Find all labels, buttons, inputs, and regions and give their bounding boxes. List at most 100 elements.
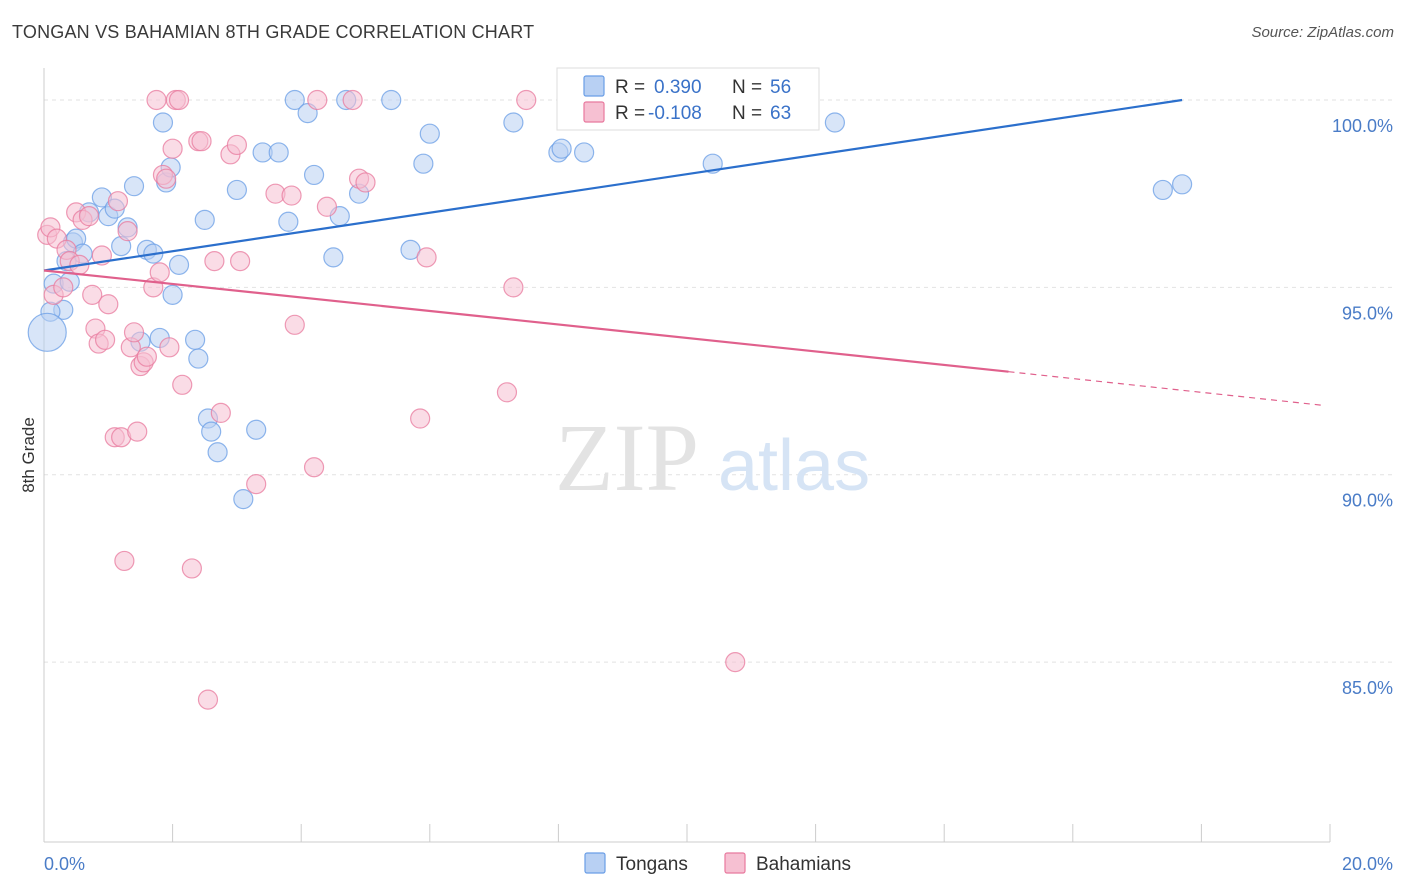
point-bahamians-62 — [725, 652, 746, 673]
legend-r-label-bahamians: R = — [615, 103, 645, 124]
point-bahamians-54 — [342, 89, 363, 111]
point-bahamians-4 — [53, 277, 74, 298]
point-tongans-19 — [152, 112, 174, 133]
point-bahamians-47 — [246, 474, 267, 495]
data-points — [27, 89, 1193, 710]
point-tongans-25 — [188, 348, 209, 369]
point-tongans-55 — [27, 312, 67, 352]
point-bahamians-56 — [355, 172, 376, 193]
point-tongans-47 — [503, 112, 524, 133]
point-bahamians-58 — [416, 247, 437, 268]
point-bahamians-42 — [204, 251, 225, 272]
correlation-legend: R = 0.390 N = 56 R = -0.108 N = 63 — [556, 67, 820, 131]
point-tongans-34 — [268, 142, 289, 163]
bottom-legend-bahamians: Bahamians — [756, 854, 851, 875]
point-bahamians-57 — [410, 408, 431, 429]
point-tongans-22 — [162, 284, 183, 305]
point-tongans-23 — [168, 254, 190, 275]
point-bahamians-52 — [303, 457, 325, 478]
point-tongans-46 — [419, 123, 440, 144]
y-tick-labels: 85.0% 90.0% 95.0% 100.0% — [1332, 116, 1393, 698]
legend-n-bahamians: 63 — [770, 103, 791, 124]
trend-tongans — [43, 98, 1183, 272]
point-tongans-14 — [123, 176, 145, 197]
bottom-legend-swatch-tongans — [584, 852, 606, 874]
legend-r-label-tongans: R = — [615, 77, 645, 98]
point-tongans-51 — [702, 153, 723, 174]
point-bahamians-24 — [127, 421, 148, 442]
point-bahamians-41 — [197, 689, 219, 710]
y-tick-2: 95.0% — [1342, 303, 1393, 323]
point-bahamians-37 — [172, 374, 193, 395]
point-bahamians-43 — [210, 402, 231, 424]
point-bahamians-11 — [82, 284, 103, 305]
point-tongans-35 — [278, 211, 299, 232]
point-tongans-50 — [574, 142, 595, 163]
point-bahamians-10 — [78, 206, 100, 227]
point-tongans-31 — [233, 488, 254, 510]
point-bahamians-33 — [159, 337, 180, 358]
point-tongans-26 — [194, 209, 215, 231]
legend-n-label-tongans: N = — [732, 77, 762, 98]
legend-swatch-bahamians — [583, 101, 605, 123]
point-bahamians-21 — [117, 221, 138, 242]
point-bahamians-30 — [149, 262, 170, 283]
point-tongans-39 — [323, 247, 344, 268]
point-bahamians-38 — [181, 558, 202, 579]
series-bahamians — [37, 89, 746, 710]
y-tick-3: 100.0% — [1332, 116, 1393, 136]
point-bahamians-46 — [230, 251, 251, 272]
point-tongans-32 — [246, 419, 267, 440]
legend-swatch-tongans — [583, 75, 605, 97]
legend-r-bahamians: -0.108 — [648, 103, 702, 124]
trend-ext-bahamians — [1008, 371, 1324, 407]
y-axis-label: 8th Grade — [19, 417, 38, 493]
trend-lines — [43, 98, 1324, 407]
y-tick-0: 85.0% — [1342, 678, 1393, 698]
watermark: ZIP atlas — [555, 404, 870, 511]
point-bahamians-40 — [191, 131, 212, 152]
point-bahamians-59 — [496, 382, 518, 403]
point-bahamians-29 — [146, 89, 167, 111]
point-bahamians-53 — [316, 196, 338, 217]
point-bahamians-45 — [226, 134, 247, 156]
chart-source: Source: ZipAtlas.com — [1251, 24, 1394, 41]
point-bahamians-20 — [114, 550, 135, 572]
point-bahamians-49 — [281, 185, 302, 206]
point-bahamians-51 — [307, 89, 328, 111]
point-tongans-36 — [284, 89, 305, 111]
gridlines — [44, 99, 1392, 663]
x-tick-right: 20.0% — [1342, 854, 1393, 874]
point-bahamians-50 — [284, 314, 305, 335]
point-tongans-49 — [551, 138, 572, 159]
bottom-legend-swatch-bahamians — [724, 852, 746, 874]
series-legend: Tongans Bahamians — [584, 852, 851, 875]
point-tongans-45 — [413, 153, 434, 174]
axes — [43, 68, 1331, 843]
point-bahamians-32 — [156, 168, 177, 189]
y-tick-1: 90.0% — [1342, 491, 1393, 511]
point-tongans-54 — [1172, 174, 1193, 195]
point-bahamians-23 — [123, 322, 145, 343]
point-tongans-29 — [207, 442, 228, 463]
chart-title: TONGAN VS BAHAMIAN 8TH GRADE CORRELATION… — [12, 22, 535, 42]
point-tongans-28 — [201, 421, 222, 442]
point-tongans-53 — [1152, 179, 1173, 201]
point-bahamians-27 — [136, 346, 157, 367]
point-bahamians-61 — [516, 89, 537, 111]
legend-n-tongans: 56 — [770, 77, 791, 98]
point-tongans-38 — [303, 164, 325, 186]
point-tongans-24 — [185, 329, 206, 350]
trend-bahamians — [43, 269, 1009, 373]
legend-r-tongans: 0.390 — [654, 77, 702, 98]
watermark-atlas: atlas — [718, 426, 870, 506]
point-bahamians-36 — [168, 89, 190, 111]
bottom-legend-tongans: Tongans — [616, 854, 688, 875]
point-bahamians-16 — [98, 294, 119, 315]
watermark-zip: ZIP — [555, 404, 699, 511]
point-bahamians-60 — [503, 277, 524, 298]
point-bahamians-18 — [107, 191, 129, 212]
point-bahamians-34 — [162, 138, 183, 159]
point-bahamians-15 — [94, 329, 116, 350]
